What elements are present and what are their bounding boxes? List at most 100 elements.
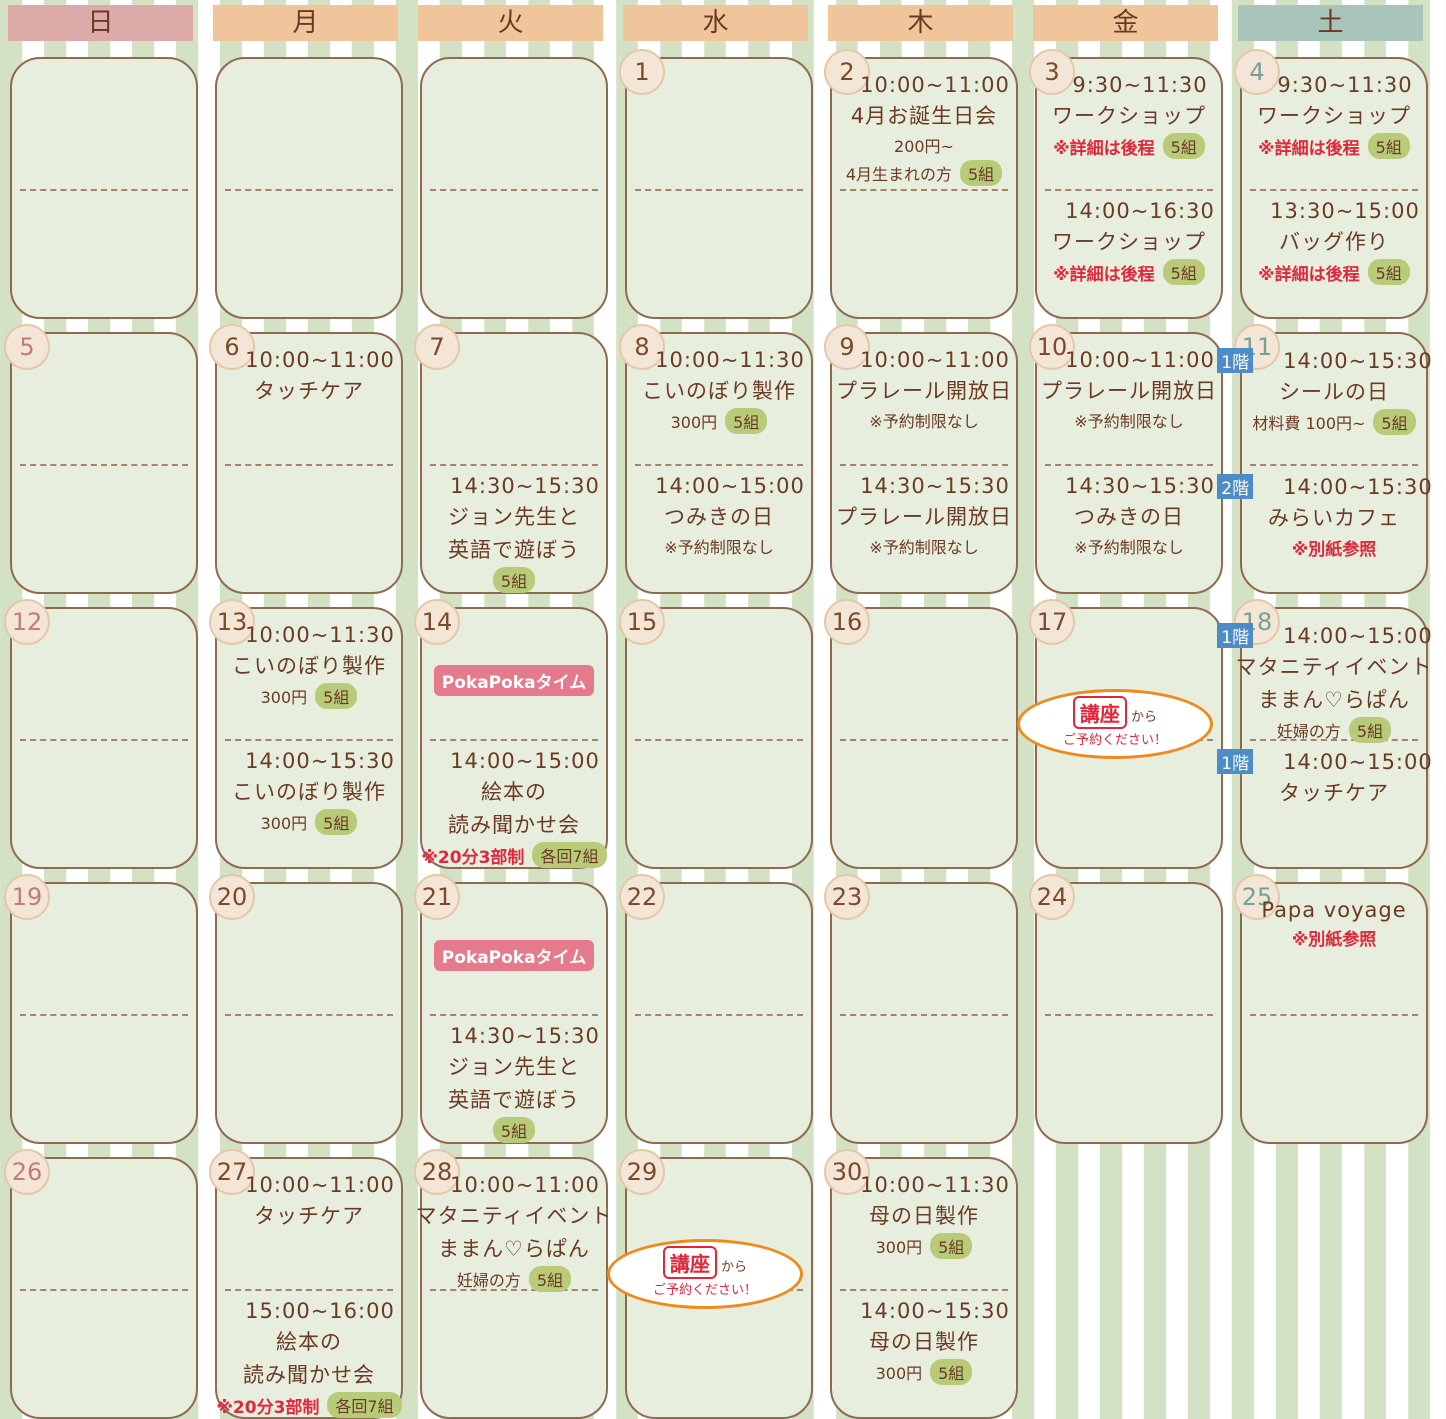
event-line: 妊婦の方 5組 bbox=[1276, 717, 1392, 743]
event-title: プラレール開放日 bbox=[1041, 379, 1217, 403]
date-number: 6 bbox=[209, 324, 255, 370]
event-time: 10:00~11:00 bbox=[245, 1173, 395, 1197]
event-capacity: 5組 bbox=[930, 1359, 973, 1385]
event-line: 10:00~11:00 bbox=[1043, 348, 1215, 372]
day-cell: 25 Papa voyage ※別紙参照 bbox=[1234, 874, 1428, 1144]
event-line: マタニティイベント bbox=[416, 1200, 613, 1230]
event-line: 200円~ bbox=[894, 133, 954, 157]
reservation-callout: 講座 から ご予約ください！ bbox=[1017, 689, 1213, 759]
day-cell: 13 10:00~11:30 こいのぼり製作 300円 5組 14:00~15:30 こいの… bbox=[209, 599, 403, 869]
event-title: つみきの日 bbox=[1074, 505, 1184, 529]
event-alert: ※詳細は後程 bbox=[1258, 264, 1360, 285]
divider bbox=[20, 1289, 188, 1291]
event-title: こいのぼり製作 bbox=[232, 780, 386, 804]
event-note: 妊婦の方 bbox=[1276, 722, 1341, 741]
divider bbox=[20, 464, 188, 466]
event-line: シールの日 bbox=[1279, 376, 1389, 406]
day-cell: 9 10:00~11:00 プラレール開放日 ※予約制限なし 14:30~15:30 プラ… bbox=[824, 324, 1018, 594]
event-line: 13:30~15:00 bbox=[1248, 199, 1420, 223]
event-line: ※詳細は後程 5組 bbox=[1258, 259, 1410, 285]
event-line: ワークショップ bbox=[1052, 226, 1206, 256]
divider bbox=[635, 739, 803, 741]
event-block: 15:00~16:00 絵本の 読み聞かせ会 ※20分3部制 各回7組 bbox=[216, 1299, 402, 1418]
event-title: つみきの日 bbox=[664, 505, 774, 529]
event-alert: ※20分3部制 bbox=[216, 1397, 320, 1418]
event-capacity: 5組 bbox=[1162, 133, 1205, 159]
event-block: 1階 14:00~15:00 マタニティイベントままん♡らぱん 妊婦の方 5組 bbox=[1217, 623, 1432, 743]
date-number: 9 bbox=[824, 324, 870, 370]
divider bbox=[430, 1014, 598, 1016]
event-line: こいのぼり製作 bbox=[642, 375, 796, 405]
event-title: タッチケア bbox=[1279, 781, 1389, 805]
event-block: Papa voyage ※別紙参照 bbox=[1242, 898, 1426, 950]
event-line: ジョン先生と bbox=[448, 1051, 580, 1081]
callout-text: から bbox=[1126, 710, 1158, 725]
event-note: 300円 bbox=[260, 688, 308, 707]
event-block: 14:00~16:30 ワークショップ ※詳細は後程 5組 bbox=[1037, 199, 1221, 285]
event-time: 14:00~15:00 bbox=[655, 474, 805, 498]
day-cell: 1 bbox=[619, 49, 813, 319]
day-cell: 22 bbox=[619, 874, 813, 1144]
event-title: 絵本の bbox=[276, 1330, 342, 1354]
weekday-header: 金 bbox=[1033, 5, 1218, 41]
event-capacity: 5組 bbox=[930, 1233, 973, 1259]
divider bbox=[635, 1014, 803, 1016]
event-line: ままん♡らぱん bbox=[1258, 684, 1410, 714]
event-line: ままん♡らぱん bbox=[438, 1233, 590, 1263]
event-capacity: 5組 bbox=[315, 683, 358, 709]
event-line: マタニティイベント bbox=[1236, 651, 1433, 681]
event-title: バッグ作り bbox=[1279, 230, 1389, 254]
divider bbox=[1250, 1014, 1418, 1016]
day-cell: 2 10:00~11:00 4月お誕生日会 200円~ 4月生まれの方 5組 bbox=[824, 49, 1018, 319]
event-title: みらいカフェ bbox=[1268, 506, 1400, 530]
event-title: 母の日製作 bbox=[869, 1204, 979, 1228]
event-line: ワークショップ bbox=[1052, 100, 1206, 130]
day-cell bbox=[215, 57, 403, 319]
weekday-header: 火 bbox=[418, 5, 603, 41]
event-capacity: 5組 bbox=[492, 1117, 536, 1143]
event-note: ※予約制限なし bbox=[1074, 412, 1184, 431]
event-block: 9:30~11:30 ワークショップ ※詳細は後程 5組 bbox=[1242, 73, 1426, 159]
event-title: マタニティイベント bbox=[415, 1204, 613, 1228]
event-alert: ※詳細は後程 bbox=[1053, 264, 1155, 285]
event-time: 15:00~16:00 bbox=[245, 1299, 395, 1323]
event-capacity: 5組 bbox=[1367, 259, 1410, 285]
event-title: 英語で遊ぼう bbox=[448, 1088, 580, 1112]
event-line: ※予約制限なし bbox=[869, 534, 978, 558]
event-line: ※予約制限なし bbox=[1074, 408, 1183, 432]
date-number: 8 bbox=[619, 324, 665, 370]
event-line: つみきの日 bbox=[1074, 501, 1184, 531]
event-title: ままん♡らぱん bbox=[1258, 688, 1410, 712]
event-note: 200円~ bbox=[894, 137, 954, 156]
event-block: 13:30~15:00 バッグ作り ※詳細は後程 5組 bbox=[1242, 199, 1426, 285]
event-line: 1階 14:00~15:00 bbox=[1217, 623, 1433, 648]
event-title: タッチケア bbox=[254, 379, 364, 403]
day-cell: 6 10:00~11:00 タッチケア bbox=[209, 324, 403, 594]
date-number: 21 bbox=[414, 874, 460, 920]
date-number: 12 bbox=[4, 599, 50, 645]
event-time: 14:00~15:00 bbox=[450, 749, 600, 773]
event-line: 15:00~16:00 bbox=[223, 1299, 395, 1323]
event-line: 10:00~11:30 bbox=[223, 623, 395, 647]
event-capacity: 5組 bbox=[1367, 133, 1410, 159]
event-line: 300円 5組 bbox=[671, 408, 768, 434]
event-line: ※20分3部制 各回7組 bbox=[216, 1392, 402, 1418]
event-line: 1階 14:00~15:00 bbox=[1217, 749, 1432, 774]
callout-sub: ご予約ください！ bbox=[1062, 733, 1167, 748]
event-block: 10:00~11:00 タッチケア bbox=[217, 1173, 401, 1230]
event-note: 4月生まれの方 bbox=[845, 165, 952, 184]
event-time: 14:00~15:00 bbox=[1283, 623, 1433, 648]
event-title: ジョン先生と bbox=[448, 505, 580, 529]
date-number: 7 bbox=[414, 324, 460, 370]
event-capacity: 5組 bbox=[1373, 409, 1416, 435]
divider bbox=[430, 464, 598, 466]
date-number: 28 bbox=[414, 1149, 460, 1195]
event-line: 母の日製作 bbox=[869, 1326, 979, 1356]
event-title: ワークショップ bbox=[1052, 230, 1206, 254]
event-line: ※予約制限なし bbox=[664, 534, 773, 558]
event-note: ※予約制限なし bbox=[664, 538, 774, 557]
day-cell: 7 14:30~15:30 ジョン先生と 英語で遊ぼう 5組 bbox=[414, 324, 608, 594]
divider bbox=[635, 464, 803, 466]
day-cell: 26 bbox=[4, 1149, 198, 1419]
day-cell: 16 bbox=[824, 599, 1018, 869]
